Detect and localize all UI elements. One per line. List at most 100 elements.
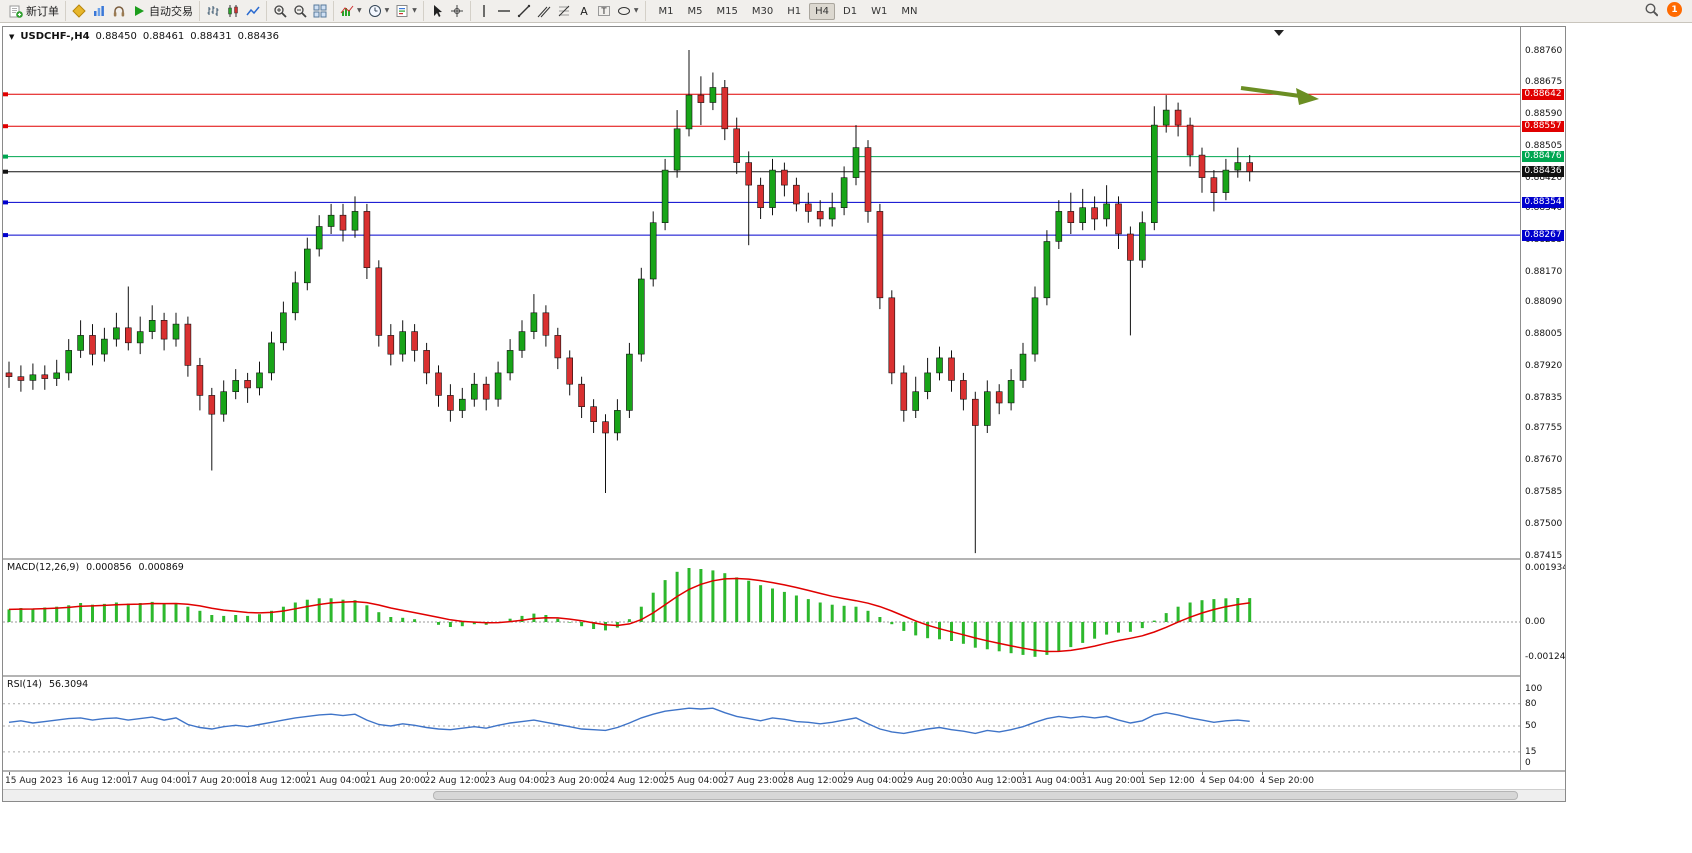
indicators-button[interactable]: ▼ xyxy=(337,3,365,19)
price-axis-label: 0.87585 xyxy=(1525,486,1563,497)
horizontal-line-tool-button[interactable] xyxy=(494,3,514,19)
timeframe-mn-button[interactable]: MN xyxy=(901,5,918,17)
label-tool-button[interactable]: T xyxy=(594,3,614,19)
level-left-marker xyxy=(3,233,8,238)
rsi-header: RSI(14) 56.3094 xyxy=(7,679,88,690)
candlestick-mode-button[interactable] xyxy=(223,3,243,19)
toolbar-group xyxy=(200,1,267,21)
metaeditor-button[interactable] xyxy=(69,3,89,19)
bar-chart-mode-button[interactable] xyxy=(203,3,223,19)
price-axis-label: 0.88090 xyxy=(1525,297,1563,308)
signals-button[interactable] xyxy=(109,3,129,19)
autotrade-icon xyxy=(132,4,146,18)
market-button[interactable] xyxy=(89,3,109,19)
autotrading-button[interactable]: 自动交易 xyxy=(129,2,196,20)
price-axis-label: 0.88420 xyxy=(1525,173,1563,184)
price-tag-resistance-upper: 0.88642 xyxy=(1522,88,1564,100)
level-left-marker xyxy=(3,154,8,159)
zoom-out-button[interactable] xyxy=(290,3,310,19)
price-axis-label: 0.88005 xyxy=(1525,329,1563,339)
timeframe-h4-button[interactable]: H4 xyxy=(809,2,835,20)
rsi-panel: RSI(14) 56.3094 xyxy=(3,677,1565,769)
time-axis-tick xyxy=(187,772,189,775)
time-axis-tick xyxy=(545,772,547,775)
new-order-button[interactable]: 新订单 xyxy=(6,2,62,20)
time-axis-label: 25 Aug 04:00 xyxy=(663,776,724,786)
time-axis-tick xyxy=(1023,772,1024,775)
toolbar-group: 新订单 xyxy=(3,1,66,21)
price-axis-label: 0.88760 xyxy=(1525,45,1563,56)
channel-icon xyxy=(537,4,551,18)
periods-button[interactable]: ▼ xyxy=(365,3,393,19)
time-axis[interactable]: 15 Aug 2023 16 Aug 12:00 17 Aug 04:00 17 Au… xyxy=(3,772,1565,788)
panel-separator-macd[interactable] xyxy=(3,558,1565,560)
price-axis-label: 0.88170 xyxy=(1525,267,1563,277)
price-tag-current-price: 0.88436 xyxy=(1522,166,1564,178)
zoom-in-button[interactable] xyxy=(270,3,290,19)
caret-down-icon: ▼ xyxy=(357,7,362,14)
time-axis-label: 16 Aug 12:00 xyxy=(66,776,128,786)
line-chart-mode-button[interactable] xyxy=(243,3,263,19)
timeframe-m15-button[interactable]: M15 xyxy=(716,5,738,17)
cursor-button[interactable] xyxy=(427,3,447,19)
text-tool-button[interactable]: A xyxy=(574,3,594,19)
scrollbar-thumb[interactable] xyxy=(433,791,1518,800)
templates-button[interactable]: ▼ xyxy=(392,3,420,19)
time-axis-label: 18 Aug 12:00 xyxy=(245,776,307,786)
time-axis-tick xyxy=(665,772,667,775)
shapes-tool-button[interactable]: ▼ xyxy=(614,3,642,19)
macd-value-main: 0.000856 xyxy=(86,562,132,573)
vertical-line-tool-button[interactable] xyxy=(474,3,494,19)
price-axis-label: 0.87755 xyxy=(1525,422,1563,433)
price-tag-support-upper: 0.88354 xyxy=(1522,196,1564,208)
rsi-axis-label: 50 xyxy=(1525,721,1537,731)
svg-text:T: T xyxy=(600,7,607,17)
timeframe-w1-button[interactable]: W1 xyxy=(871,5,888,17)
timeframe-m30-button[interactable]: M30 xyxy=(751,5,774,17)
ohlc-low: 0.88431 xyxy=(190,31,232,42)
caret-down-icon: ▼ xyxy=(412,7,417,14)
fibonacci-tool-button[interactable] xyxy=(554,3,574,19)
time-axis-tick xyxy=(366,772,368,775)
macd-svg[interactable] xyxy=(3,560,1520,674)
channel-tool-button[interactable] xyxy=(534,3,554,19)
price-axis-label: 0.87415 xyxy=(1525,550,1563,561)
fibo-icon xyxy=(557,4,571,18)
signals-icon xyxy=(112,4,126,18)
svg-text:A: A xyxy=(580,5,588,18)
toolbar-group: ▼ ▼ ▼ xyxy=(334,1,424,21)
time-axis-label: 23 Aug 04:00 xyxy=(484,776,545,786)
notification-badge[interactable]: 1 xyxy=(1667,2,1682,17)
text-icon: A xyxy=(577,4,591,18)
time-axis-label: 31 Aug 20:00 xyxy=(1080,776,1142,786)
timeframe-d1-button[interactable]: D1 xyxy=(843,5,858,17)
toolbar-group: 自动交易 xyxy=(66,1,200,21)
time-axis-tick xyxy=(486,772,488,775)
toolbar-group xyxy=(424,1,471,21)
rsi-line xyxy=(8,707,1250,735)
level-left-marker xyxy=(3,124,8,129)
main-chart-svg[interactable] xyxy=(3,27,1520,558)
timeframe-bar: M1 M5 M15 M30 H1 H4 D1 W1 MN xyxy=(652,1,925,21)
price-axis[interactable]: 0.88760 0.88675 0.88590 0.88505 0.88420 0.883… xyxy=(1521,27,1565,770)
crosshair-button[interactable] xyxy=(447,3,467,19)
clock-icon xyxy=(368,4,382,18)
tile-windows-button[interactable] xyxy=(310,3,330,19)
price-tag-support-lower: 0.88267 xyxy=(1522,229,1564,241)
timeframe-h1-button[interactable]: H1 xyxy=(787,5,802,17)
chart-symbol-period: USDCHF-,H4 xyxy=(20,31,90,42)
search-icon[interactable] xyxy=(1644,3,1658,17)
time-axis-label: 15 Aug 2023 xyxy=(5,776,63,786)
timeframe-m1-button[interactable]: M1 xyxy=(658,5,674,17)
trendline-tool-button[interactable] xyxy=(514,3,534,19)
time-axis-label: 28 Aug 12:00 xyxy=(782,776,844,786)
toolbar-groups: 新订单 自动交易 ▼ ▼ ▼ A T ▼ xyxy=(3,0,646,22)
timeframe-m5-button[interactable]: M5 xyxy=(687,5,703,17)
time-axis-tick xyxy=(1082,772,1084,775)
panel-separator-rsi[interactable] xyxy=(3,675,1565,677)
rsi-title: RSI(14) xyxy=(7,679,42,690)
symbol-dropdown-icon[interactable]: ▼ xyxy=(9,32,15,41)
macd-axis-label: 0.001934 xyxy=(1525,563,1565,573)
label-icon: T xyxy=(597,4,611,18)
rsi-svg[interactable] xyxy=(3,677,1520,769)
